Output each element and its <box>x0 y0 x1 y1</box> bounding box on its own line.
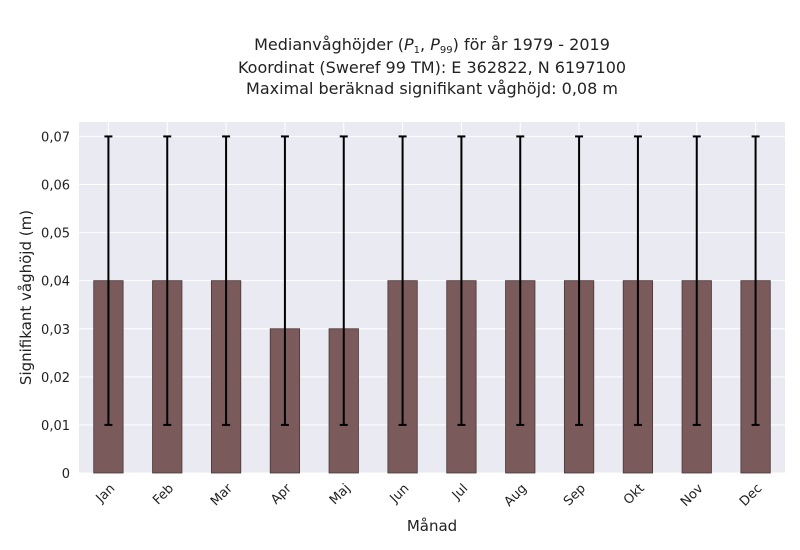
x-axis-label: Månad <box>407 517 457 535</box>
chart-title-line-2: Koordinat (Sweref 99 TM): E 362822, N 61… <box>237 58 627 77</box>
x-tick-label: Jul <box>449 481 471 503</box>
x-tick-label: Mar <box>208 481 236 509</box>
y-tick-label: 0,03 <box>41 323 70 338</box>
chart-title-line-3: Maximal beräknad signifikant våghöjd: 0,… <box>246 79 618 98</box>
y-tick-label: 0,04 <box>41 275 70 290</box>
error-bars <box>104 135 760 426</box>
x-tick-label: Maj <box>327 481 354 508</box>
y-axis-label: Signifikant våghöjd (m) <box>17 210 35 385</box>
x-tick-label: Dec <box>737 481 765 509</box>
x-tick-labels: Jan Feb Mar Apr Maj Jun Jul Aug Sep Okt Nov Dec <box>93 481 766 510</box>
y-tick-labels: 0 0,01 0,02 0,03 0,04 0,05 0,06 0,07 <box>41 130 70 482</box>
plot-area <box>79 122 785 473</box>
chart-title-line-1: Medianvåghöjder (P1, P99) för år 1979 - … <box>254 35 610 56</box>
x-tick-label: Feb <box>150 481 177 508</box>
x-tick-label: Okt <box>621 481 648 508</box>
x-tick-label: Sep <box>561 481 589 509</box>
x-tick-label: Apr <box>268 481 295 508</box>
y-tick-label: 0,05 <box>41 227 70 242</box>
y-tick-label: 0,06 <box>41 179 70 194</box>
x-tick-label: Nov <box>678 481 707 510</box>
y-tick-label: 0,01 <box>41 419 70 434</box>
y-tick-label: 0 <box>62 467 70 482</box>
y-tick-label: 0,02 <box>41 371 70 386</box>
x-tick-label: Jan <box>93 481 118 506</box>
x-tick-label: Jun <box>387 481 413 507</box>
x-tick-label: Aug <box>502 481 531 510</box>
y-tick-label: 0,07 <box>41 130 70 145</box>
